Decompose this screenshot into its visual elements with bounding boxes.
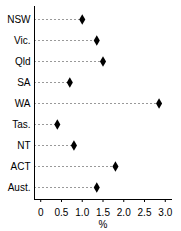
svg-text:Qld: Qld	[15, 56, 31, 67]
svg-text:SA: SA	[17, 77, 31, 88]
svg-text:NSW: NSW	[7, 14, 31, 25]
svg-text:2.5: 2.5	[138, 207, 152, 218]
svg-text:WA: WA	[15, 98, 31, 109]
svg-text:0.5: 0.5	[55, 207, 69, 218]
svg-text:2.0: 2.0	[117, 207, 131, 218]
svg-text:%: %	[99, 219, 108, 230]
svg-text:Vic.: Vic.	[14, 35, 31, 46]
svg-text:NT: NT	[17, 140, 30, 151]
svg-text:0: 0	[38, 207, 44, 218]
svg-text:Tas.: Tas.	[12, 119, 30, 130]
svg-text:Aust.: Aust.	[8, 182, 31, 193]
svg-text:1.0: 1.0	[75, 207, 89, 218]
svg-text:1.5: 1.5	[96, 207, 110, 218]
svg-text:ACT: ACT	[11, 161, 31, 172]
svg-text:3.0: 3.0	[158, 207, 172, 218]
